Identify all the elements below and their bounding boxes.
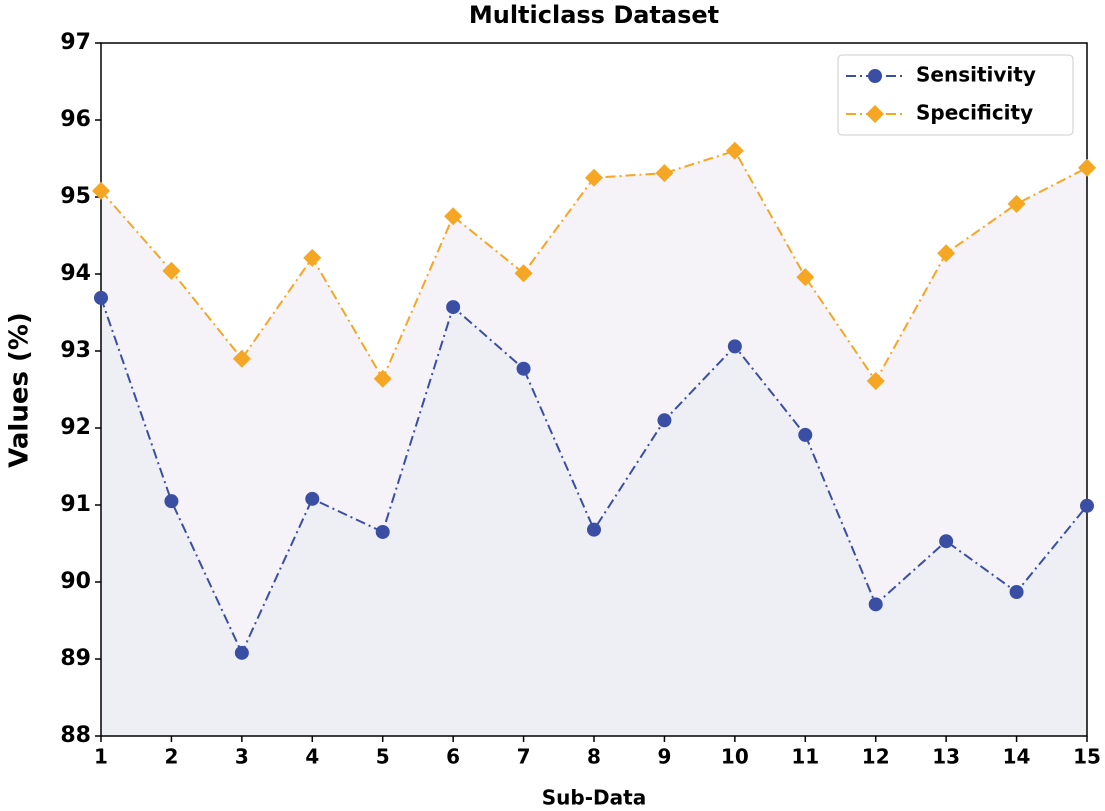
marker — [655, 164, 674, 183]
x-tick-label: 5 — [376, 745, 390, 769]
x-tick-label: 11 — [791, 745, 819, 769]
y-tick-label: 89 — [60, 646, 91, 671]
area-fill — [101, 297, 1087, 736]
marker — [796, 268, 815, 287]
x-tick-label: 9 — [657, 745, 671, 769]
y-tick-label: 90 — [60, 569, 91, 594]
y-tick-label: 96 — [60, 107, 91, 132]
marker — [1080, 498, 1094, 513]
marker — [162, 261, 181, 280]
marker — [1007, 194, 1026, 213]
marker — [234, 645, 249, 660]
marker — [514, 264, 533, 283]
x-tick-label: 13 — [932, 745, 960, 769]
marker — [1078, 158, 1096, 177]
marker — [232, 349, 251, 368]
y-tick-label: 94 — [60, 261, 91, 286]
marker — [937, 244, 956, 263]
marker — [164, 494, 179, 509]
marker — [868, 597, 883, 612]
x-tick-label: 1 — [94, 745, 108, 769]
x-tick-label: 14 — [1003, 745, 1031, 769]
legend-box — [837, 54, 1074, 136]
y-tick-label: 92 — [60, 415, 91, 440]
marker — [305, 491, 320, 506]
x-tick-label: 12 — [862, 745, 890, 769]
x-tick-label: 7 — [517, 745, 531, 769]
marker — [375, 524, 390, 539]
legend-marker — [866, 105, 884, 123]
x-tick-label: 10 — [721, 745, 749, 769]
y-tick-label: 93 — [60, 338, 91, 363]
x-tick-label: 4 — [305, 745, 319, 769]
marker — [1009, 585, 1024, 600]
chart-title: Multiclass Dataset — [469, 1, 719, 29]
marker — [446, 300, 461, 315]
x-tick-label: 8 — [587, 745, 601, 769]
marker — [303, 248, 322, 267]
x-tick-label: 15 — [1073, 745, 1101, 769]
marker — [727, 339, 742, 354]
marker — [866, 372, 885, 391]
y-tick-label: 97 — [60, 30, 91, 55]
marker — [444, 207, 463, 226]
y-axis-label: Values (%) — [5, 312, 35, 468]
marker — [939, 534, 954, 549]
marker — [798, 427, 813, 442]
y-tick-label: 95 — [60, 184, 91, 209]
legend-marker — [868, 69, 882, 83]
marker — [92, 181, 110, 200]
marker — [585, 168, 603, 187]
x-tick-label: 2 — [164, 745, 178, 769]
x-axis-label: Sub-Data — [542, 786, 646, 810]
y-tick-label: 91 — [60, 492, 91, 517]
marker — [725, 141, 744, 160]
marker — [373, 369, 392, 388]
legend-label: Sensitivity — [916, 63, 1036, 87]
marker — [94, 290, 108, 305]
legend-label: Specificity — [916, 101, 1033, 125]
marker — [657, 413, 672, 428]
x-tick-label: 6 — [446, 745, 460, 769]
marker — [516, 361, 531, 376]
x-tick-label: 3 — [235, 745, 249, 769]
y-tick-label: 88 — [60, 723, 91, 748]
marker — [587, 522, 601, 537]
